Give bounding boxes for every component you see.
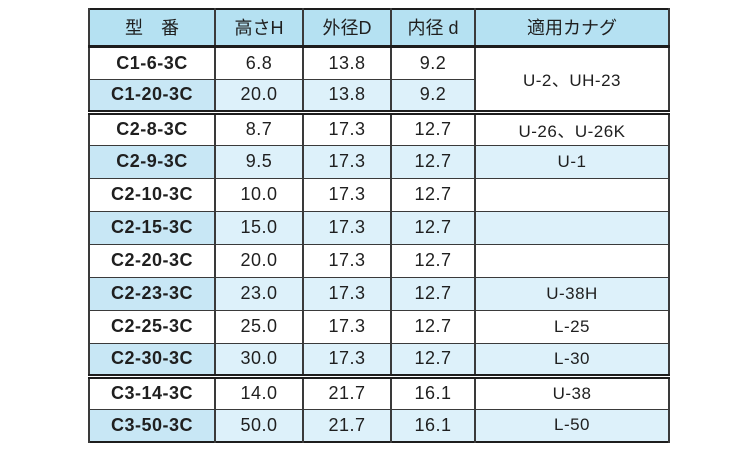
- cell-outer-d: 21.7: [302, 373, 392, 410]
- spec-table: 型 番 高さH 外径D 内径 d 適用カナグ C1-6-3C 6.8 13.8 …: [88, 8, 670, 443]
- table-row: C3-50-3C 50.0 21.7 16.1 L-50: [88, 408, 670, 443]
- cell-inner-d: 9.2: [390, 78, 476, 113]
- header-height-h: 高さH: [214, 8, 304, 48]
- header-model: 型 番: [88, 8, 216, 48]
- cell-fitting: U-26、U-26K: [474, 109, 670, 146]
- cell-outer-d: 17.3: [302, 309, 392, 344]
- cell-model: C1-6-3C: [88, 45, 216, 80]
- cell-fitting: [474, 243, 670, 278]
- header-row: 型 番 高さH 外径D 内径 d 適用カナグ: [88, 8, 670, 48]
- table-row: C2-20-3C 20.0 17.3 12.7: [88, 243, 670, 278]
- cell-height-h: 20.0: [214, 243, 304, 278]
- cell-model: C2-20-3C: [88, 243, 216, 278]
- header-outer-d: 外径D: [302, 8, 392, 48]
- cell-outer-d: 21.7: [302, 408, 392, 443]
- table-row: C1-20-3C 20.0 13.8 9.2: [88, 78, 669, 113]
- cell-inner-d: 12.7: [390, 342, 476, 377]
- table-row: C2-23-3C 23.0 17.3 12.7 U-38H: [88, 276, 670, 311]
- cell-height-h: 50.0: [214, 408, 304, 443]
- cell-model: C2-9-3C: [88, 144, 216, 179]
- cell-height-h: 8.7: [214, 109, 304, 146]
- cell-inner-d: 12.7: [390, 109, 476, 146]
- cell-model: C2-8-3C: [88, 109, 216, 146]
- cell-fitting: U-38H: [474, 276, 670, 311]
- cell-fitting: U-1: [474, 144, 670, 179]
- cell-fitting: L-30: [474, 342, 670, 377]
- cell-outer-d: 17.3: [302, 342, 392, 377]
- cell-outer-d: 17.3: [302, 109, 392, 146]
- cell-model: C2-23-3C: [88, 276, 216, 311]
- cell-inner-d: 12.7: [390, 210, 476, 245]
- cell-model: C2-15-3C: [88, 210, 216, 245]
- table-row: C3-14-3C 14.0 21.7 16.1 U-38: [88, 373, 670, 410]
- cell-fitting: [474, 177, 670, 212]
- header-inner-d: 内径 d: [390, 8, 476, 48]
- cell-inner-d: 12.7: [390, 177, 476, 212]
- cell-height-h: 20.0: [214, 78, 304, 113]
- cell-inner-d: 12.7: [390, 276, 476, 311]
- cell-inner-d: 16.1: [390, 373, 476, 410]
- cell-height-h: 14.0: [214, 373, 304, 410]
- cell-inner-d: 12.7: [390, 243, 476, 278]
- cell-inner-d: 16.1: [390, 408, 476, 443]
- table-row: C2-25-3C 25.0 17.3 12.7 L-25: [88, 309, 670, 344]
- cell-height-h: 9.5: [214, 144, 304, 179]
- cell-model: C2-25-3C: [88, 309, 216, 344]
- table-row: C2-15-3C 15.0 17.3 12.7: [88, 210, 670, 245]
- table-row: C2-9-3C 9.5 17.3 12.7 U-1: [88, 144, 670, 179]
- cell-inner-d: 9.2: [390, 45, 476, 80]
- cell-model: C2-30-3C: [88, 342, 216, 377]
- cell-inner-d: 12.7: [390, 309, 476, 344]
- cell-outer-d: 17.3: [302, 243, 392, 278]
- cell-outer-d: 17.3: [302, 210, 392, 245]
- cell-model: C2-10-3C: [88, 177, 216, 212]
- table-row: C2-8-3C 8.7 17.3 12.7 U-26、U-26K: [88, 109, 670, 146]
- cell-fitting: L-25: [474, 309, 670, 344]
- cell-model: C1-20-3C: [88, 78, 216, 113]
- cell-fitting: [474, 210, 670, 245]
- cell-fitting: U-38: [474, 373, 670, 410]
- cell-height-h: 30.0: [214, 342, 304, 377]
- cell-outer-d: 13.8: [302, 45, 392, 80]
- cell-model: C3-14-3C: [88, 373, 216, 410]
- table-row: C2-30-3C 30.0 17.3 12.7 L-30: [88, 342, 670, 377]
- cell-height-h: 15.0: [214, 210, 304, 245]
- cell-outer-d: 17.3: [302, 177, 392, 212]
- header-fitting: 適用カナグ: [474, 8, 670, 48]
- cell-outer-d: 13.8: [302, 78, 392, 113]
- cell-height-h: 25.0: [214, 309, 304, 344]
- cell-fitting: L-50: [474, 408, 670, 443]
- cell-fitting-merged: U-2、UH-23: [474, 45, 670, 113]
- table-row: C2-10-3C 10.0 17.3 12.7: [88, 177, 670, 212]
- cell-height-h: 6.8: [214, 45, 304, 80]
- cell-height-h: 10.0: [214, 177, 304, 212]
- table-row: C1-6-3C 6.8 13.8 9.2 U-2、UH-23: [88, 45, 670, 113]
- cell-outer-d: 17.3: [302, 144, 392, 179]
- cell-inner-d: 12.7: [390, 144, 476, 179]
- cell-outer-d: 17.3: [302, 276, 392, 311]
- cell-model: C3-50-3C: [88, 408, 216, 443]
- cell-height-h: 23.0: [214, 276, 304, 311]
